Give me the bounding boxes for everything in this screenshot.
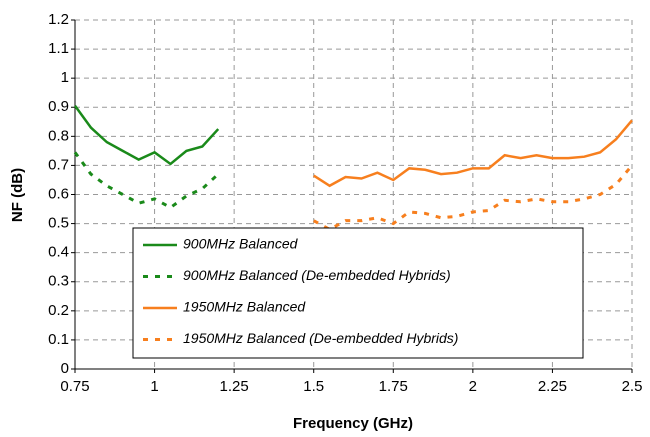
- y-tick-label: 0.4: [48, 244, 69, 261]
- x-tick-label: 1.25: [220, 378, 249, 395]
- x-tick-label: 2: [469, 378, 477, 395]
- legend-label: 1950MHz Balanced: [183, 299, 306, 315]
- series-line: [312, 164, 634, 232]
- x-tick-label: 0.75: [60, 378, 89, 395]
- x-tick-label: 1.5: [303, 378, 324, 395]
- x-tick-label: 2.5: [622, 378, 643, 395]
- y-tick-label: 0.8: [48, 127, 69, 144]
- legend-label: 900MHz Balanced (De-embedded Hybrids): [183, 267, 451, 283]
- y-tick-label: 1: [61, 69, 69, 86]
- y-tick-label: 0.7: [48, 156, 69, 173]
- legend-label: 1950MHz Balanced (De-embedded Hybrids): [183, 330, 458, 346]
- y-tick-label: 0.5: [48, 215, 69, 232]
- x-tick-label: 1: [150, 378, 158, 395]
- y-tick-label: 0: [61, 360, 69, 377]
- y-tick-label: 0.3: [48, 273, 69, 290]
- series-line: [73, 105, 220, 166]
- y-tick-label: 1.1: [48, 40, 69, 57]
- x-tick-label: 1.75: [379, 378, 408, 395]
- series-line: [313, 119, 633, 188]
- y-tick-label: 0.6: [48, 185, 69, 202]
- y-tick-label: 0.9: [48, 98, 69, 115]
- x-tick-label: 2.25: [538, 378, 567, 395]
- y-tick-label: 0.1: [48, 331, 69, 348]
- legend-label: 900MHz Balanced: [183, 236, 299, 252]
- legend-box: [132, 227, 584, 359]
- x-axis-label: Frequency (GHz): [293, 415, 413, 432]
- y-axis-label: NF (dB): [9, 168, 26, 222]
- series-line: [73, 151, 220, 210]
- y-tick-label: 0.2: [48, 302, 69, 319]
- y-tick-label: 1.2: [48, 11, 69, 28]
